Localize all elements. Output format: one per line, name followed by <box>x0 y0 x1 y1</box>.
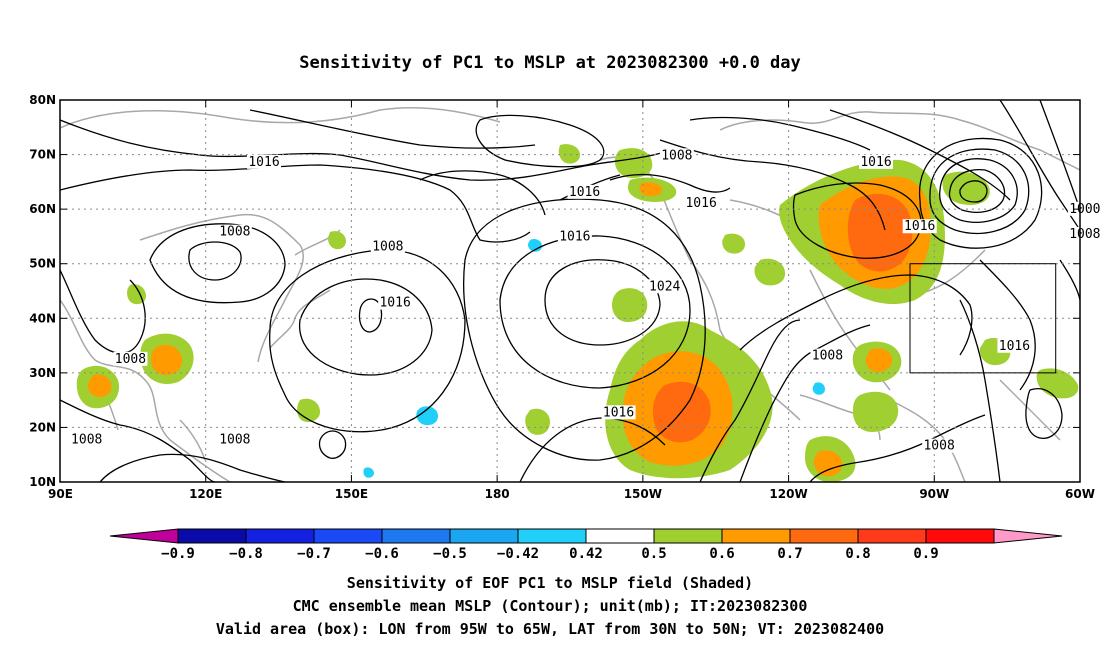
contour-label: 1008 <box>661 148 692 163</box>
contour-label-bg <box>997 338 1032 353</box>
x-tick-label: 120E <box>189 487 222 501</box>
colorbar-low-triangle <box>109 528 179 544</box>
contour-label-bg <box>859 154 893 169</box>
colorbar-tick-label: −0.9 <box>161 546 195 562</box>
y-tick-label: 70N <box>29 148 56 162</box>
caption-line-1: Sensitivity of EOF PC1 to MSLP field (Sh… <box>347 574 753 592</box>
contour-label-bg <box>557 229 592 244</box>
contour-label: 1016 <box>603 405 634 420</box>
figure-title: Sensitivity of PC1 to MSLP at 2023082300… <box>299 53 801 73</box>
contour-label: 1008 <box>1069 227 1100 242</box>
x-tick-label: 120W <box>769 487 807 501</box>
colorbar-tick-label: 0.8 <box>845 546 870 562</box>
contour-label-bg <box>217 224 252 239</box>
x-tick-label: 150E <box>335 487 368 501</box>
contour-label: 1016 <box>860 155 891 170</box>
contour-label: 1008 <box>219 225 250 240</box>
colorbar-segment <box>925 528 995 544</box>
colorbar-high-triangle <box>993 528 1063 544</box>
contour-label: 1000 <box>1069 202 1100 217</box>
contour-label: 1016 <box>559 230 590 245</box>
contour-label: 1016 <box>379 296 410 311</box>
colorbar-segment <box>585 528 655 544</box>
y-tick-label: 10N <box>29 475 56 489</box>
y-tick-label: 30N <box>29 366 56 380</box>
map-panel: 1016 1008 1016 1016 1016 1016 1008 1008 1016 1000… <box>29 93 1100 501</box>
colorbar-tick-label: −0.5 <box>433 546 467 562</box>
colorbar-segment <box>313 528 383 544</box>
colorbar-segment <box>245 528 315 544</box>
contour-label: 1008 <box>115 352 146 367</box>
contour-label-bg <box>378 295 413 310</box>
contour-label: 1008 <box>812 349 843 364</box>
contour-label: 1016 <box>904 219 935 234</box>
caption-line-3: Valid area (box): LON from 95W to 65W, L… <box>216 620 884 638</box>
contour-label-bg <box>647 279 682 294</box>
caption-line-2: CMC ensemble mean MSLP (Contour); unit(m… <box>293 597 808 615</box>
map-axis-ticks: 90E 120E 150E 180 150W 120W 90W 60W 80N 70N 60N 50N… <box>29 93 1095 501</box>
colorbar-tick-label: −0.42 <box>497 546 539 562</box>
colorbar-segment <box>721 528 791 544</box>
colorbar-tick-label: 0.6 <box>709 546 734 562</box>
contour-label: 1016 <box>569 185 600 200</box>
map-frame <box>59 99 1081 483</box>
contour-label-bg <box>1067 201 1100 216</box>
colorbar-segment <box>857 528 927 544</box>
contour-label-bg <box>247 154 281 169</box>
contour-label-bg <box>1067 226 1100 241</box>
contour-label: 1016 <box>685 196 716 211</box>
contour-label-bg <box>659 148 694 163</box>
y-tick-label: 50N <box>29 257 56 271</box>
colorbar-segment <box>789 528 859 544</box>
valid-area-box <box>909 263 1057 374</box>
x-tick-label: 150W <box>624 487 662 501</box>
contour-label-bg <box>370 239 405 254</box>
contour-label-bg <box>69 432 104 447</box>
colorbar-tick-label: 0.7 <box>777 546 802 562</box>
mslp-contours <box>60 100 1080 482</box>
contour-label: 1008 <box>71 433 102 448</box>
contour-labels: 1016 1008 1016 1016 1016 1016 1008 1008 1016 1000… <box>69 148 1100 454</box>
x-tick-label: 180 <box>485 487 510 501</box>
contour-label: 1024 <box>649 279 680 294</box>
lat-lon-grid <box>60 100 1080 482</box>
colorbar-segment <box>449 528 519 544</box>
contour-label-bg <box>601 405 636 420</box>
colorbar-tick-label: −0.6 <box>365 546 399 562</box>
contour-label-bg <box>902 219 937 234</box>
y-tick-label: 40N <box>29 311 56 325</box>
contour-label: 1008 <box>923 439 954 454</box>
contour-label: 1008 <box>372 239 403 254</box>
colorbar-segment <box>381 528 451 544</box>
y-tick-label: 20N <box>29 420 56 434</box>
contour-label: 1016 <box>248 155 279 170</box>
contour-label-bg <box>810 348 845 363</box>
contour-label-bg <box>217 432 252 447</box>
colorbar-segment <box>177 528 247 544</box>
colorbar-tick-label: 0.42 <box>569 546 603 562</box>
colorbar-tick-label: −0.7 <box>297 546 331 562</box>
colorbar-tick-label: 0.5 <box>641 546 666 562</box>
colorbar-tick-label: 0.9 <box>913 546 938 562</box>
colorbar: −0.9 −0.8 −0.7 −0.6 −0.5 −0.42 0.42 0.5 0.6 0.7 0.… <box>109 528 1063 562</box>
colorbar-tick-label: −0.8 <box>229 546 263 562</box>
contour-label-bg <box>922 438 957 453</box>
contour-label-bg <box>567 184 602 199</box>
y-tick-label: 80N <box>29 93 56 107</box>
contour-label-bg <box>113 351 148 366</box>
x-tick-label: 90W <box>919 487 949 501</box>
contour-label: 1008 <box>219 433 250 448</box>
x-tick-label: 90E <box>48 487 73 501</box>
y-tick-label: 60N <box>29 202 56 216</box>
contour-label: 1016 <box>999 339 1030 354</box>
x-tick-label: 60W <box>1065 487 1095 501</box>
contour-label-bg <box>684 195 719 210</box>
caption-block: Sensitivity of EOF PC1 to MSLP field (Sh… <box>216 574 884 638</box>
colorbar-segment <box>653 528 723 544</box>
colorbar-segment <box>517 528 587 544</box>
